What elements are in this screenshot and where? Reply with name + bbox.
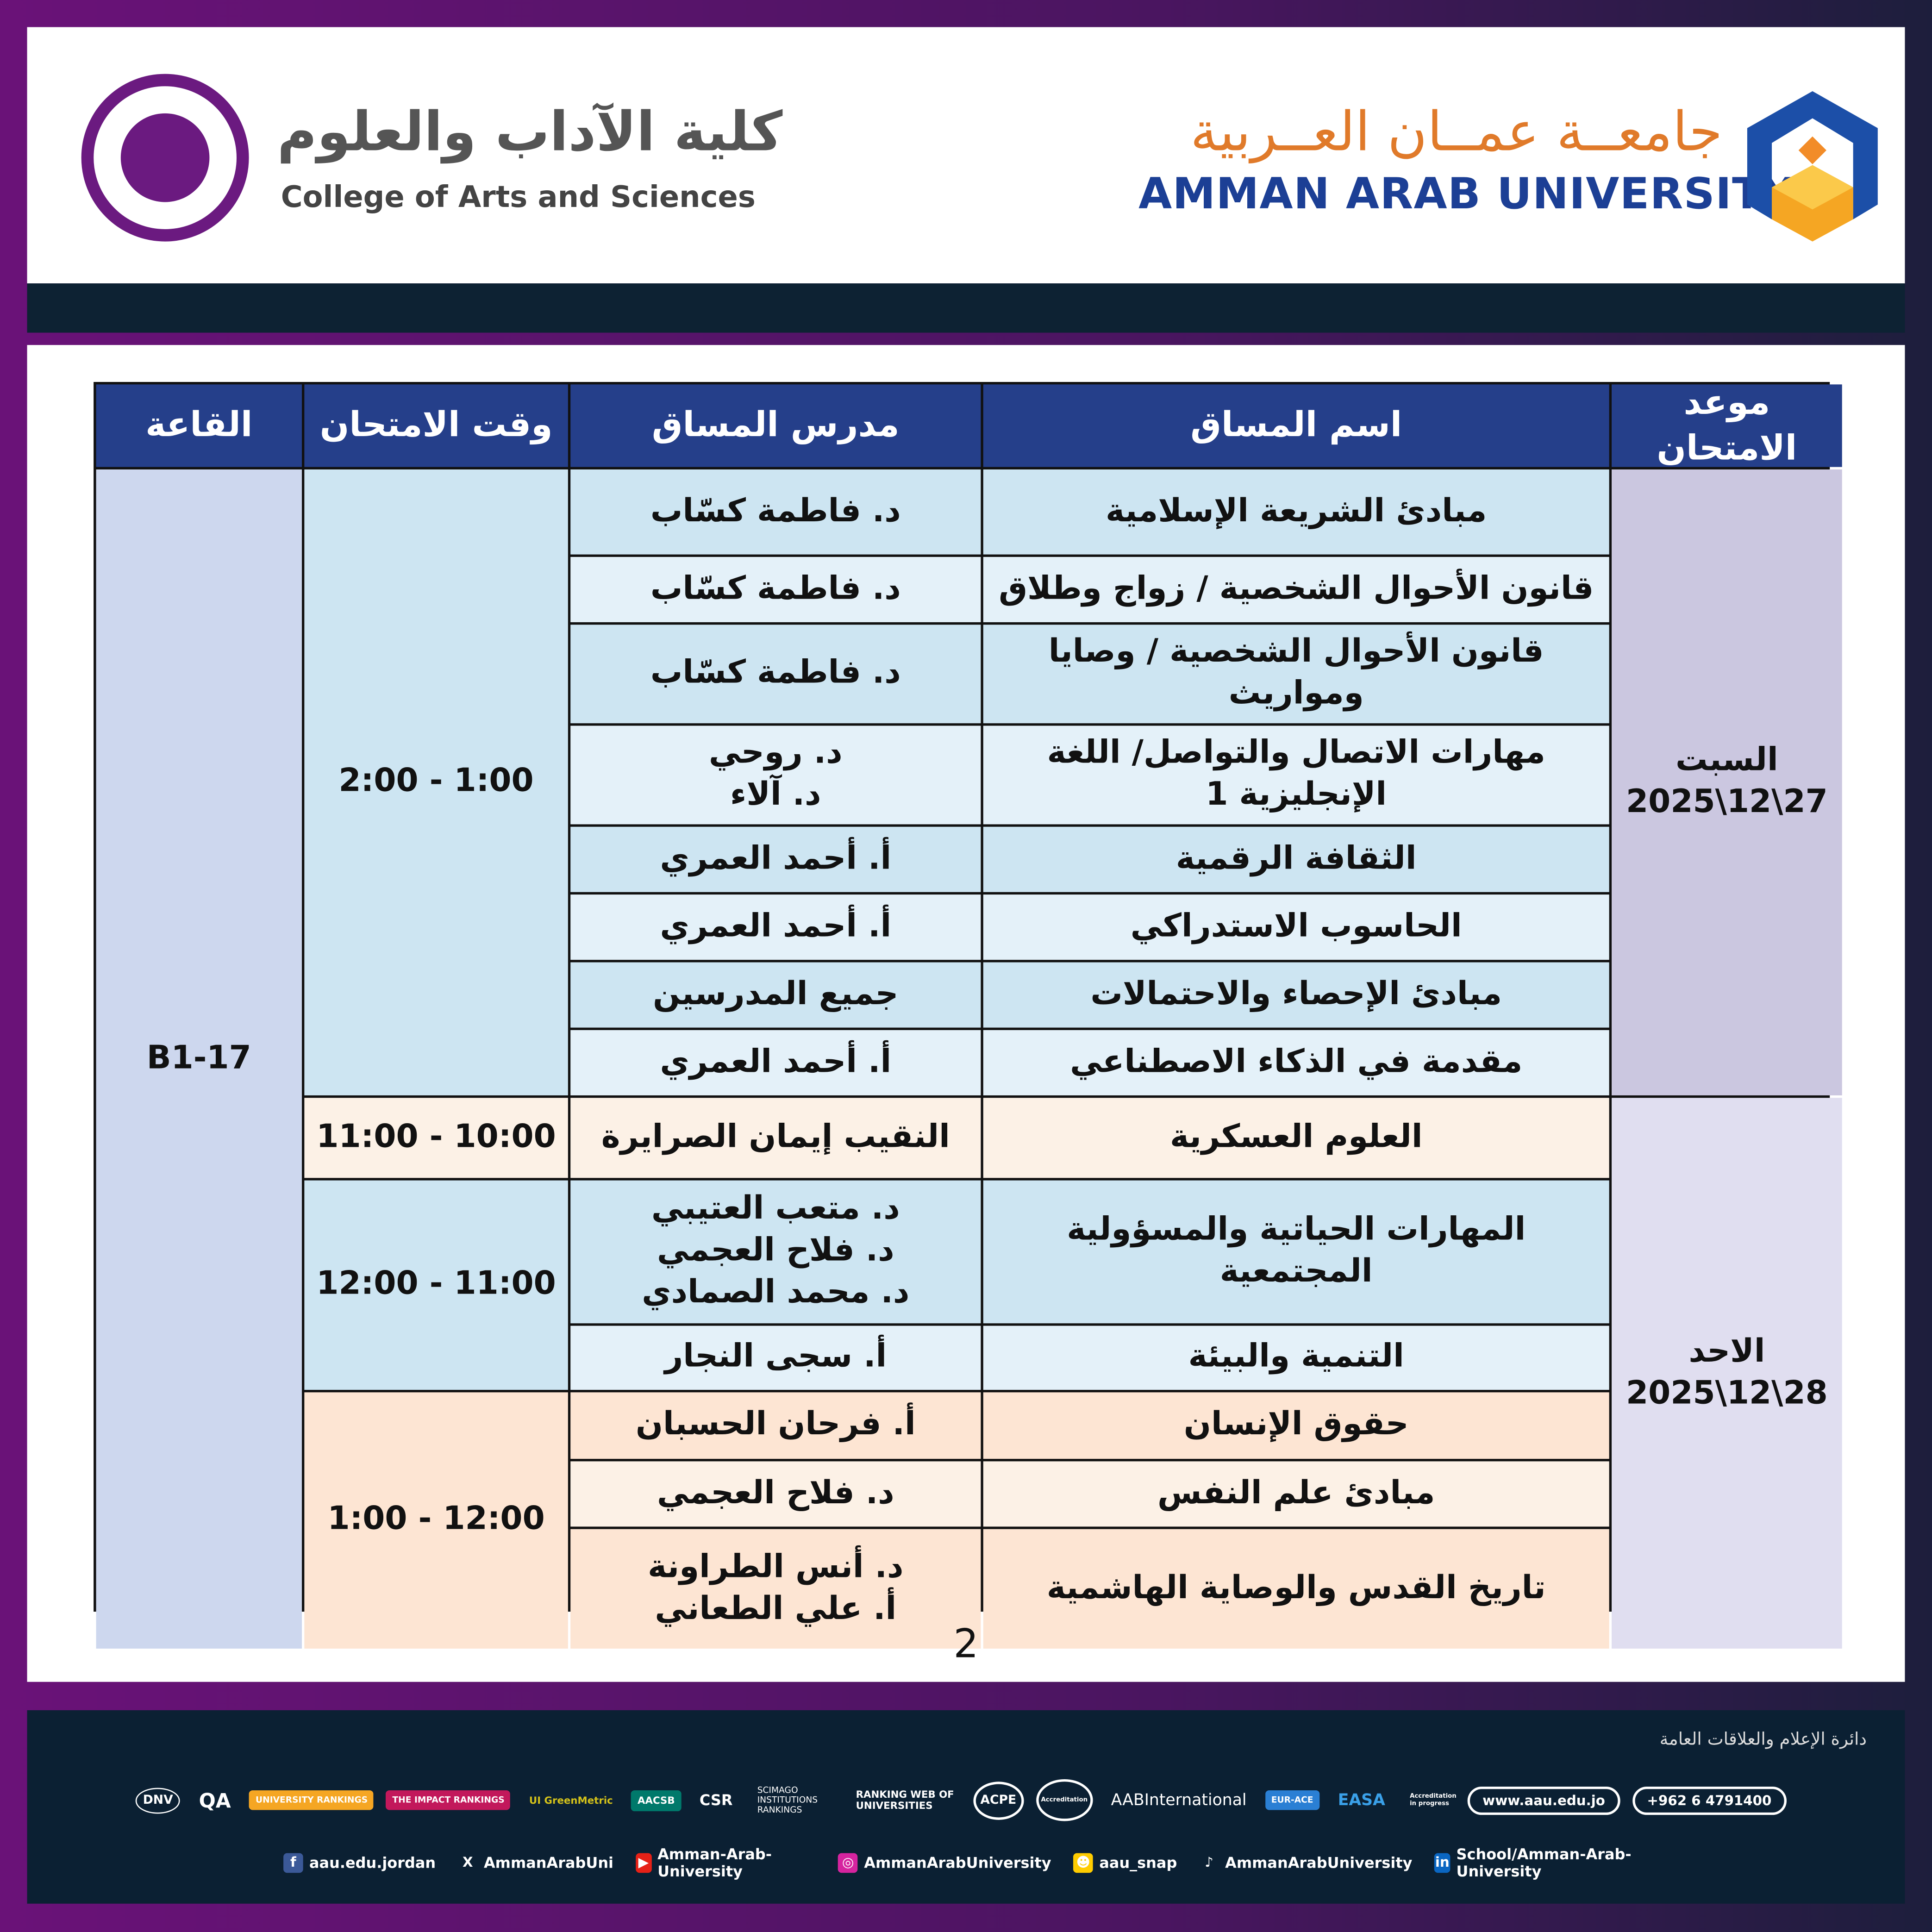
social-label: AmmanArabUniversity: [864, 1854, 1051, 1872]
university-name-ar: جامعــة عمــان العــربية: [1190, 101, 1723, 164]
hall-cell: B1-17: [96, 469, 302, 1649]
easa-logo: EASA: [1338, 1791, 1385, 1810]
acpe-logo: ACPE: [973, 1781, 1024, 1819]
accreditation-logos: DNV QA UNIVERSITY RANKINGS THE IMPACT RA…: [135, 1774, 1799, 1826]
day-label: السبت: [1676, 742, 1778, 779]
course-cell: قانون الأحوال الشخصية / وصايا ومواريث: [983, 625, 1609, 724]
exam-schedule-table: القاعة وقت الامتحان مدرس المساق اسم المس…: [94, 382, 1842, 1649]
social-label: School/Amman-Arab-University: [1456, 1845, 1632, 1881]
time-cell: 2:00 - 1:00: [304, 469, 568, 1095]
instructor-cell: أ. فرحان الحسبان: [570, 1392, 981, 1459]
date-cell-sunday: الاحد 2025\12\28: [1612, 1098, 1842, 1649]
university-logo: [1747, 91, 1878, 242]
webometrics-logo: RANKING WEB OF UNIVERSITIES: [856, 1789, 954, 1812]
instructor-cell: جميع المدرسين: [570, 962, 981, 1028]
instructor-cell: د. روحي د. آلاء: [570, 725, 981, 825]
the-impact-logo: THE IMPACT RANKINGS: [386, 1790, 511, 1810]
instructor-cell: أ. أحمد العمري: [570, 894, 981, 960]
course-cell: مبادئ علم النفس: [983, 1461, 1609, 1527]
header-time: وقت الامتحان: [304, 384, 568, 467]
x-icon: X: [463, 1854, 473, 1870]
csr-logo: CSR: [699, 1791, 733, 1809]
time-cell: 12:00 - 11:00: [304, 1180, 568, 1390]
linkedin-icon: in: [1434, 1853, 1451, 1873]
accreditation-progress-logo: Accreditation in progress: [1410, 1793, 1457, 1808]
course-cell: حقوق الإنسان: [983, 1392, 1609, 1459]
course-cell: مبادئ الشريعة الإسلامية: [983, 469, 1609, 555]
header-band: [27, 283, 1905, 333]
time-cell: 1:00 - 12:00: [304, 1392, 568, 1649]
instructor-cell: د. فلاح العجمي: [570, 1461, 981, 1527]
social-link[interactable]: ◎ AmmanArabUniversity: [838, 1853, 1051, 1873]
social-link[interactable]: f aau.edu.jordan: [283, 1853, 436, 1873]
accreditation-seal-logo: Accreditation: [1036, 1779, 1093, 1821]
qa-logo: QA: [199, 1788, 231, 1812]
day-label: الاحد: [1688, 1332, 1765, 1370]
social-label: Amman-Arab-University: [657, 1845, 772, 1881]
header-hall: القاعة: [96, 384, 302, 467]
header-date: موعد الامتحان: [1612, 382, 1842, 468]
course-cell: المهارات الحياتية والمسؤولية المجتمعية: [983, 1180, 1609, 1324]
header: [27, 27, 1905, 284]
tiktok-icon: ♪: [1205, 1854, 1213, 1870]
header-instructor: مدرس المساق: [570, 384, 981, 467]
college-logo: [81, 74, 249, 242]
instructor-cell: د. أنس الطراونة أ. علي الطعاني: [570, 1529, 981, 1649]
course-cell: مقدمة في الذكاء الاصطناعي: [983, 1030, 1609, 1095]
instructor-cell: د. فاطمة كسّاب: [570, 469, 981, 555]
header-course: اسم المساق: [983, 384, 1609, 467]
date-label: 2025\12\27: [1626, 783, 1828, 821]
social-links: f aau.edu.jordan X AmmanArabUni ▶ Amman-Arab-…: [283, 1845, 1663, 1881]
course-cell: مبادئ الإحصاء والاحتمالات: [983, 962, 1609, 1028]
college-name-ar: كلية الآداب والعلوم: [277, 101, 783, 164]
social-label: aau.edu.jordan: [309, 1854, 436, 1872]
greenmetric-logo: UI GreenMetric: [529, 1794, 613, 1806]
date-cell-saturday: السبت 2025\12\27: [1612, 469, 1842, 1095]
social-link[interactable]: ☻ aau_snap: [1073, 1853, 1177, 1873]
aab-logo: AABInternational: [1111, 1791, 1247, 1810]
scimago-logo: SCIMAGO INSTITUTIONS RANKINGS: [757, 1785, 818, 1815]
social-link[interactable]: ▶ Amman-Arab-University: [635, 1845, 816, 1881]
instructor-cell: د. متعب العتيبي د. فلاح العجمي د. محمد ا…: [570, 1180, 981, 1324]
course-cell: الحاسوب الاستدراكي: [983, 894, 1609, 960]
instructor-cell: أ. أحمد العمري: [570, 1030, 981, 1095]
aacsb-logo: AACSB: [631, 1789, 681, 1811]
social-label: AmmanArabUniversity: [1225, 1854, 1413, 1872]
social-link[interactable]: X AmmanArabUni: [458, 1853, 613, 1873]
youtube-icon: ▶: [635, 1853, 651, 1873]
instagram-icon: ◎: [838, 1853, 858, 1873]
course-cell: العلوم العسكرية: [983, 1098, 1609, 1178]
dnv-logo: DNV: [135, 1787, 181, 1813]
social-link[interactable]: ♪ AmmanArabUniversity: [1199, 1853, 1412, 1873]
department-label: دائرة الإعلام والعلاقات العامة: [1659, 1730, 1867, 1750]
social-label: aau_snap: [1099, 1854, 1177, 1872]
page-number: 2: [953, 1620, 979, 1667]
course-cell: تاريخ القدس والوصاية الهاشمية: [983, 1529, 1609, 1649]
instructor-cell: د. فاطمة كسّاب: [570, 556, 981, 622]
instructor-cell: أ. سجى النجار: [570, 1326, 981, 1390]
website-link[interactable]: www.aau.edu.jo: [1468, 1786, 1620, 1814]
phone-number[interactable]: +962 6 4791400: [1632, 1786, 1787, 1814]
social-label: AmmanArabUni: [483, 1854, 614, 1872]
date-label: 2025\12\28: [1626, 1374, 1828, 1412]
instructor-cell: النقيب إيمان الصرايرة: [570, 1098, 981, 1178]
time-cell: 11:00 - 10:00: [304, 1098, 568, 1178]
university-rankings-logo: UNIVERSITY RANKINGS: [249, 1790, 374, 1810]
instructor-cell: أ. أحمد العمري: [570, 826, 981, 892]
social-link[interactable]: in School/Amman-Arab-University: [1434, 1845, 1663, 1881]
course-cell: مهارات الاتصال والتواصل/ اللغة الإنجليزي…: [983, 725, 1609, 825]
snapchat-icon: ☻: [1073, 1853, 1094, 1873]
university-name-en: AMMAN ARAB UNIVERSITY: [1138, 170, 1794, 219]
college-name-en: College of Arts and Sciences: [281, 180, 756, 215]
instructor-cell: د. فاطمة كسّاب: [570, 625, 981, 724]
eur-ace-logo: EUR-ACE: [1265, 1790, 1319, 1810]
course-cell: الثقافة الرقمية: [983, 826, 1609, 892]
facebook-icon: f: [283, 1853, 303, 1873]
course-cell: التنمية والبيئة: [983, 1326, 1609, 1390]
course-cell: قانون الأحوال الشخصية / زواج وطلاق: [983, 556, 1609, 622]
